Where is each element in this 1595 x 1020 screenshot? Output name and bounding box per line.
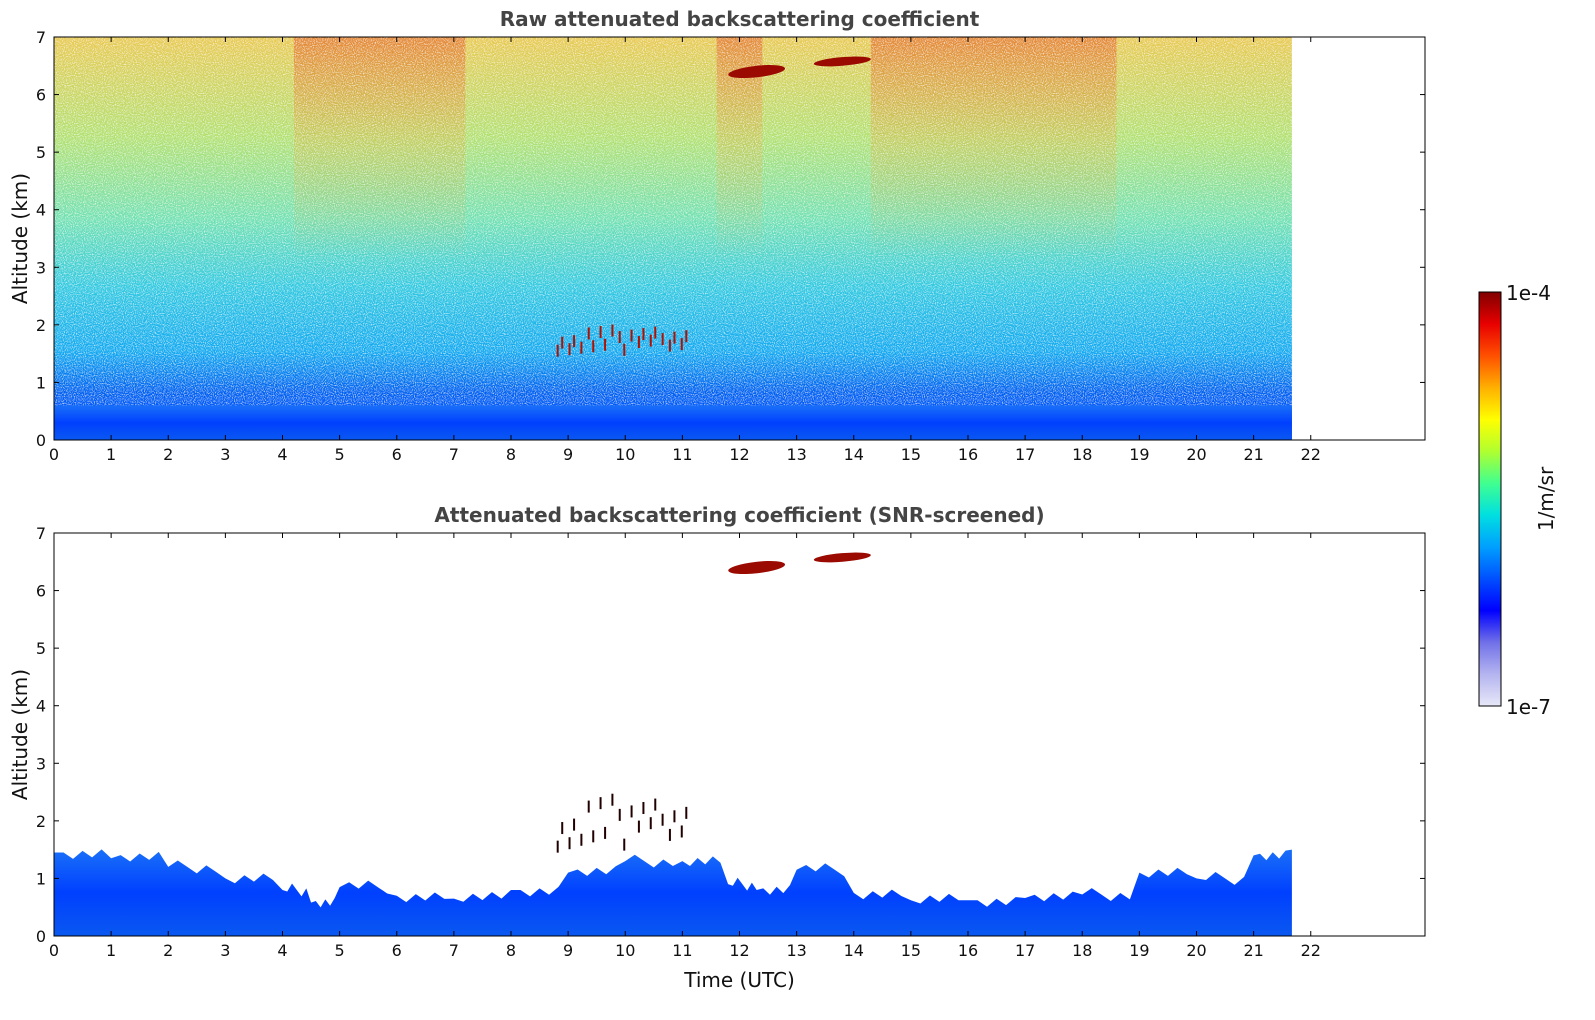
- x-tick-label: 13: [786, 941, 806, 960]
- panel-title: Raw attenuated backscattering coefficien…: [500, 7, 980, 31]
- y-axis-label: Altitude (km): [8, 669, 32, 800]
- x-tick-label: 10: [615, 445, 635, 464]
- x-tick-label: 1: [106, 445, 116, 464]
- x-tick-label: 15: [901, 445, 921, 464]
- screened-backscatter-panel: 0 1 2 3 4 5 6 7 8 9 10 11 12 13 14 15 16 17 18 19 20 21 220123…: [8, 503, 1426, 992]
- x-tick-label: 19: [1129, 445, 1149, 464]
- y-tick-label: 5: [36, 143, 46, 162]
- y-tick-label: 4: [36, 697, 46, 716]
- low-cloud-specks: [556, 324, 688, 357]
- colorbar-unit-label: 1/m/sr: [1534, 466, 1558, 531]
- x-tick-label: 20: [1186, 941, 1206, 960]
- y-tick-label: 4: [36, 201, 46, 220]
- x-tick-label: 3: [220, 445, 230, 464]
- y-tick-label: 7: [36, 28, 46, 47]
- x-tick-label: 13: [786, 445, 806, 464]
- y-tick-label: 6: [36, 86, 46, 105]
- x-tick-label: 2: [163, 445, 173, 464]
- y-tick-label: 7: [36, 524, 46, 543]
- x-tick-label: 17: [1015, 445, 1035, 464]
- cloud-layer-2: [813, 56, 871, 67]
- x-tick-label: 16: [958, 445, 978, 464]
- x-tick-label: 9: [563, 445, 573, 464]
- colorbar: 1e-4 1e-7 1/m/sr: [1478, 281, 1558, 719]
- raw-backscatter-panel: 0 1 2 3 4 5 6 7 8 9 10 11 12 13 14 15 16 17 18 19 20 21 220123…: [8, 7, 1426, 464]
- x-tick-label: 20: [1186, 445, 1206, 464]
- heatmap-area: [54, 552, 1292, 936]
- y-tick-label: 1: [36, 869, 46, 888]
- y-tick-label: 6: [36, 582, 46, 601]
- x-tick-label: 4: [277, 941, 287, 960]
- boundary-layer-screened: [54, 849, 1292, 936]
- x-tick-label: 22: [1301, 445, 1321, 464]
- low-cloud-specks: [556, 793, 688, 853]
- x-tick-label: 12: [729, 445, 749, 464]
- noise-speckle: [54, 37, 1292, 408]
- colorbar-min-label: 1e-7: [1506, 695, 1551, 719]
- x-tick-label: 6: [392, 445, 402, 464]
- colorbar-max-label: 1e-4: [1506, 281, 1551, 305]
- panel-title: Attenuated backscattering coefficient (S…: [434, 503, 1044, 527]
- x-tick-label: 1: [106, 941, 116, 960]
- cloud-layer-1: [728, 65, 786, 79]
- y-tick-label: 0: [36, 927, 46, 946]
- cloud-layer-2: [813, 552, 871, 563]
- x-tick-label: 11: [672, 941, 692, 960]
- x-tick-label: 8: [506, 445, 516, 464]
- x-tick-label: 5: [335, 941, 345, 960]
- x-tick-label: 21: [1243, 445, 1263, 464]
- y-tick-label: 2: [36, 316, 46, 335]
- x-tick-label: 10: [615, 941, 635, 960]
- x-tick-label: 0: [49, 941, 59, 960]
- heatmap-area: [54, 37, 1292, 440]
- x-tick-label: 18: [1072, 941, 1092, 960]
- y-axis-label: Altitude (km): [8, 173, 32, 304]
- x-tick-label: 14: [844, 941, 864, 960]
- y-tick-label: 2: [36, 812, 46, 831]
- x-tick-label: 7: [449, 445, 459, 464]
- y-tick-label: 3: [36, 754, 46, 773]
- x-tick-label: 2: [163, 941, 173, 960]
- x-tick-label: 8: [506, 941, 516, 960]
- x-tick-label: 6: [392, 941, 402, 960]
- x-tick-label: 7: [449, 941, 459, 960]
- y-tick-label: 1: [36, 373, 46, 392]
- x-tick-label: 3: [220, 941, 230, 960]
- boundary-layer: [54, 405, 1292, 440]
- x-tick-label: 22: [1301, 941, 1321, 960]
- x-tick-label: 19: [1129, 941, 1149, 960]
- x-tick-label: 0: [49, 445, 59, 464]
- x-tick-label: 5: [335, 445, 345, 464]
- x-tick-label: 9: [563, 941, 573, 960]
- x-tick-label: 11: [672, 445, 692, 464]
- x-tick-label: 14: [844, 445, 864, 464]
- x-axis-label: Time (UTC): [683, 968, 795, 992]
- x-tick-label: 21: [1243, 941, 1263, 960]
- y-tick-label: 0: [36, 431, 46, 450]
- cloud-layer-1: [728, 561, 786, 575]
- y-tick-label: 3: [36, 258, 46, 277]
- x-tick-label: 17: [1015, 941, 1035, 960]
- y-tick-label: 5: [36, 639, 46, 658]
- x-tick-label: 18: [1072, 445, 1092, 464]
- x-tick-label: 16: [958, 941, 978, 960]
- colorbar-bar: [1478, 291, 1502, 707]
- x-tick-label: 15: [901, 941, 921, 960]
- x-tick-label: 12: [729, 941, 749, 960]
- x-tick-label: 4: [277, 445, 287, 464]
